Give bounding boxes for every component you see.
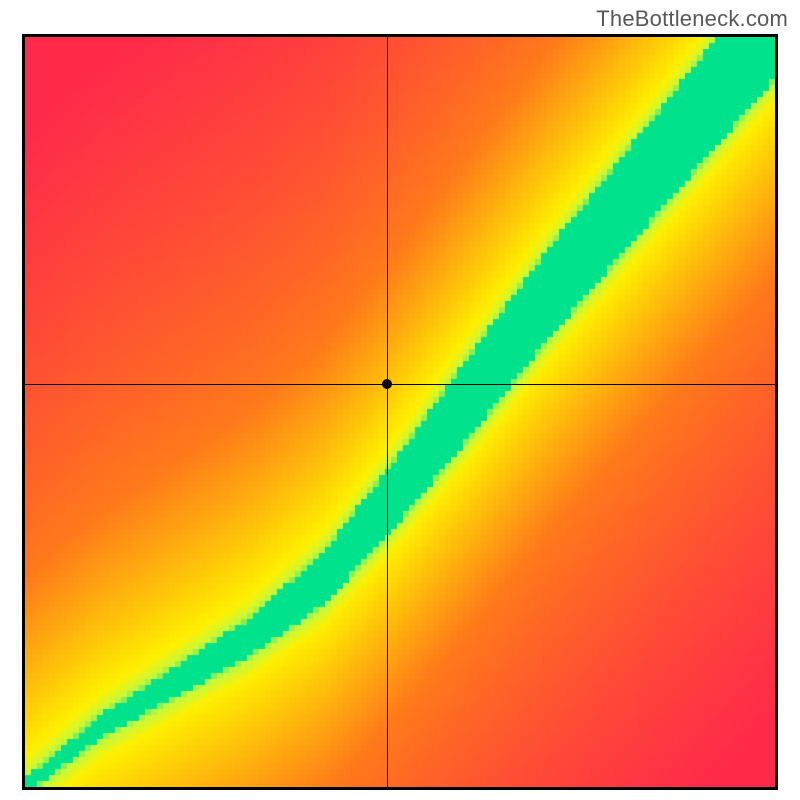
watermark-text: TheBottleneck.com — [596, 6, 788, 32]
crosshair-vertical — [387, 37, 388, 787]
crosshair-horizontal — [25, 384, 775, 385]
heatmap-canvas — [25, 37, 775, 787]
crosshair-marker-dot — [382, 379, 392, 389]
heatmap-plot-area — [22, 34, 778, 790]
